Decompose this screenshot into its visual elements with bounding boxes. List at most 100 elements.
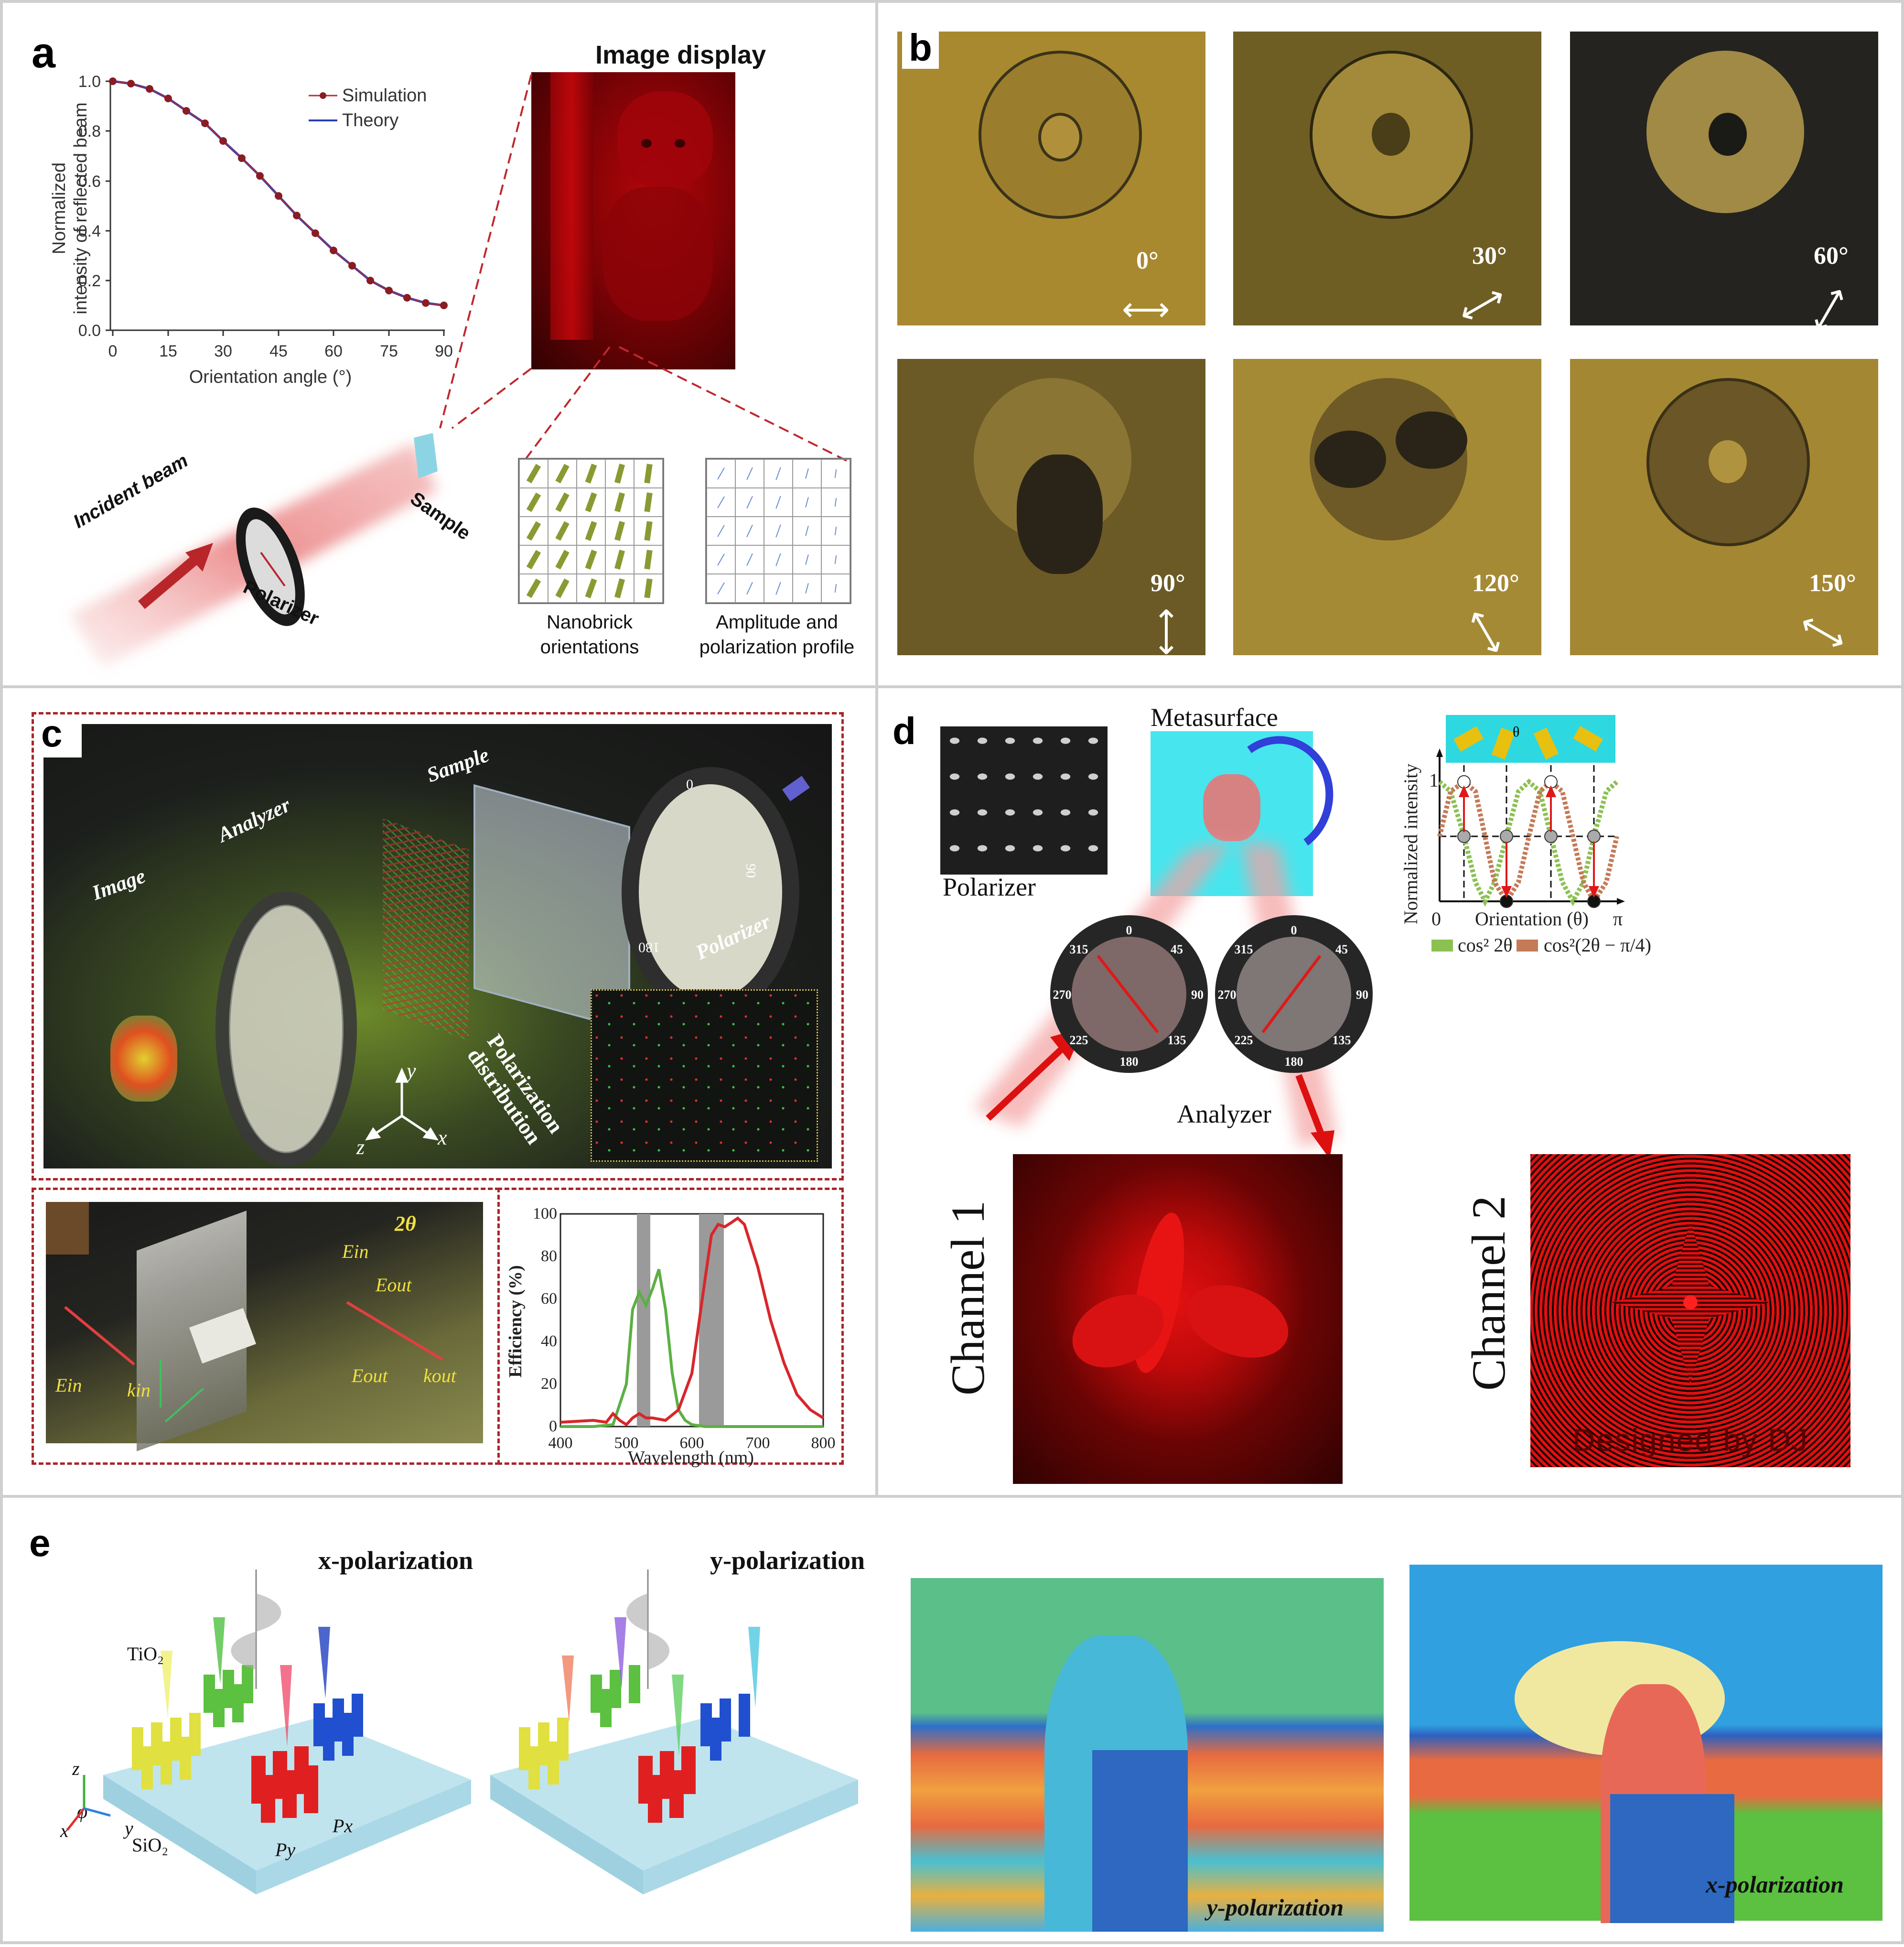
polarization-arrow-30-icon: ⟷ (1452, 276, 1512, 333)
amplitude-caption: Amplitude and polarization profile (699, 612, 855, 658)
svg-text:y: y (405, 1059, 416, 1082)
channel-1-image (1013, 1154, 1343, 1484)
angle-label-150: 150° (1809, 570, 1856, 597)
panel-a: a 0.0 0.2 0.4 0.6 0.8 1.0 (0, 0, 878, 688)
dial-0-label: 0 (686, 777, 693, 792)
svg-text:90: 90 (1356, 988, 1368, 1002)
svg-text:1: 1 (1429, 769, 1439, 791)
e-in-top-label: Ein (342, 1241, 369, 1262)
svg-text:500: 500 (614, 1434, 639, 1452)
svg-text:400: 400 (549, 1434, 573, 1452)
svg-text:0.6: 0.6 (78, 173, 101, 191)
svg-text:315: 315 (1070, 942, 1088, 956)
svg-text:0.4: 0.4 (78, 222, 101, 240)
cat-image (531, 72, 735, 369)
panel-c: Sample Analyzer Image Polarizer 0 90 180… (0, 685, 878, 1498)
e-in-label: Ein (55, 1374, 82, 1396)
dial-90-label: 90 (743, 864, 759, 878)
svg-text:Orientation angle (°): Orientation angle (°) (189, 367, 352, 387)
efficiency-chart: 0 20 40 60 80 100 400 500 600 700 800 Wavelengt… (506, 1205, 836, 1468)
beam-paths: 0 45 90 135 180 225 270 315 0 45 90 135 … (974, 841, 1373, 1159)
svg-text:0.2: 0.2 (78, 272, 101, 290)
panel-label: e (29, 1522, 51, 1564)
flower-image-60: 60° ⟷ (1570, 32, 1878, 339)
svg-text:x: x (437, 1126, 447, 1149)
orientation-intensity-chart: θ 1 (1400, 715, 1651, 956)
sem-image (940, 726, 1108, 875)
flower-image-30: 30° ⟷ (1233, 32, 1541, 333)
svg-text:0.0: 0.0 (78, 322, 101, 340)
svg-text:60: 60 (324, 342, 343, 360)
analyzer-label: Analyzer (214, 793, 294, 847)
flower-image-150: 150° ⟷ (1570, 359, 1878, 660)
svg-text:135: 135 (1333, 1033, 1351, 1047)
nanobrick-illustration: Ein kin Eout kout Ein Eout 2θ (46, 1202, 483, 1451)
flower-image-120: 120° ⟷ (1233, 359, 1541, 662)
svg-text:270: 270 (1053, 988, 1072, 1002)
svg-text:Simulation: Simulation (342, 86, 427, 106)
angle-label-120: 120° (1472, 570, 1519, 597)
svg-text:15: 15 (159, 342, 177, 360)
y-polarization-caption: y-polarization (1207, 1894, 1344, 1921)
panel-label: d (893, 710, 916, 752)
flower-image-0: 0° ⟷ (897, 32, 1205, 328)
channel-2-image: Designed by DJ (1530, 1154, 1850, 1467)
panel-label: a (32, 29, 56, 77)
svg-text:x: x (60, 1820, 69, 1841)
polarization-arrow-90-icon: ⟷ (1149, 607, 1186, 656)
polarization-arrow-60-icon: ⟷ (1800, 279, 1857, 339)
angle-label-30: 30° (1472, 242, 1507, 270)
svg-text:60: 60 (541, 1290, 557, 1308)
x-polarization-caption: x-polarization (1706, 1871, 1844, 1898)
sample-label: Sample (423, 743, 492, 787)
svg-text:z: z (72, 1758, 80, 1779)
svg-text:75: 75 (380, 342, 398, 360)
x-polarization-image: x-polarization (1409, 1565, 1882, 1923)
svg-text:Wavelength (nm): Wavelength (nm) (628, 1448, 754, 1468)
image-label: Image (89, 864, 149, 905)
panel-e: e x-polarization y-polarization TiO₂ SiO… (0, 1495, 1904, 1944)
setup-illustration: Sample Analyzer Image Polarizer 0 90 180… (43, 724, 832, 1168)
svg-text:180: 180 (1120, 1055, 1139, 1069)
svg-text:θ: θ (1513, 724, 1519, 740)
svg-text:Theory: Theory (342, 110, 398, 130)
svg-text:Efficiency (%): Efficiency (%) (506, 1265, 526, 1377)
channel-2-label: Channel 2 (1462, 1195, 1515, 1391)
k-out-label: kout (423, 1365, 456, 1386)
svg-text:Normalized intensity: Normalized intensity (1400, 764, 1421, 925)
panel-label: b (902, 27, 939, 69)
svg-text:z: z (356, 1136, 365, 1159)
e-out-top-label: Eout (376, 1274, 412, 1296)
y-polarization-title: y-polarization (710, 1546, 865, 1575)
svg-text:30: 30 (214, 342, 232, 360)
channel-1-label: Channel 1 (941, 1200, 994, 1395)
dial-180-label: 180 (638, 940, 660, 955)
polarization-arrow-150-icon: ⟷ (1793, 604, 1854, 660)
polarization-arrow-120-icon: ⟷ (1458, 602, 1515, 662)
bottom-right-dashed-frame (497, 1188, 844, 1465)
svg-text:0: 0 (108, 342, 118, 360)
svg-text:135: 135 (1168, 1033, 1186, 1047)
svg-text:TiO₂: TiO₂ (127, 1643, 164, 1665)
angle-label-0: 0° (1136, 247, 1159, 274)
panel-label: c (36, 714, 82, 757)
svg-text:Normalized: Normalized (49, 162, 69, 254)
svg-text:45: 45 (1335, 942, 1348, 956)
zoom-connectors (439, 74, 849, 463)
svg-text:0: 0 (1291, 923, 1297, 937)
svg-text:90: 90 (435, 342, 453, 360)
metasurface-x-illustration: TiO₂ SiO₂ Px Py z x y φ (60, 1569, 471, 1894)
polarization-profile-grid (705, 458, 851, 604)
polarization-map (591, 989, 818, 1162)
svg-text:800: 800 (811, 1434, 836, 1452)
svg-text:100: 100 (533, 1205, 557, 1222)
svg-text:600: 600 (680, 1434, 704, 1452)
incident-arrow-icon (64, 1301, 443, 1423)
svg-text:cos²(2θ − π/4): cos²(2θ − π/4) (1544, 934, 1651, 956)
svg-text:270: 270 (1218, 988, 1237, 1002)
x-polarization-title: x-polarization (318, 1546, 473, 1575)
svg-text:SiO₂: SiO₂ (132, 1834, 168, 1856)
polarization-arrow-0-icon: ⟷ (1122, 291, 1170, 328)
svg-text:cos² 2θ: cos² 2θ (1458, 934, 1512, 956)
metasurface-y-illustration (490, 1569, 858, 1894)
